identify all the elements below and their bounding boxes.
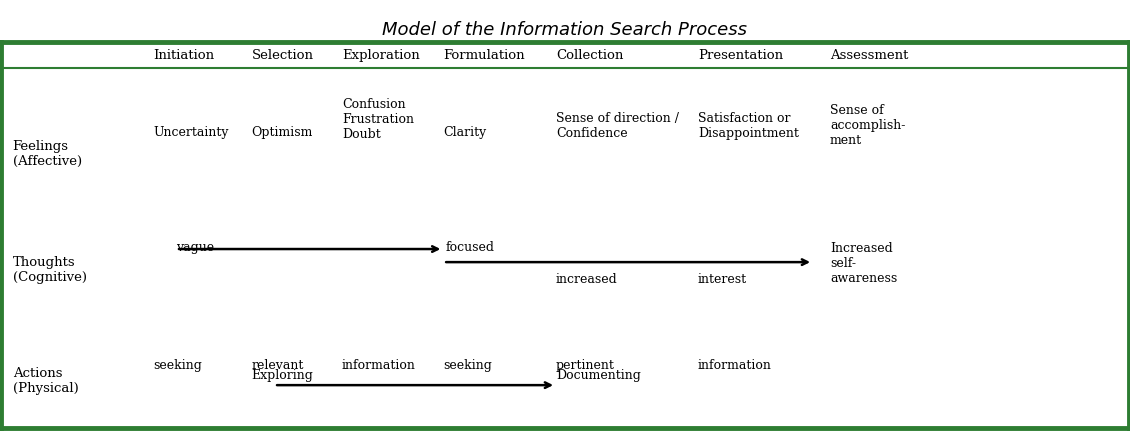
Text: Actions
(Physical): Actions (Physical) (12, 366, 78, 394)
Text: Presentation: Presentation (698, 49, 783, 62)
Text: seeking: seeking (154, 358, 202, 371)
Text: Uncertainty: Uncertainty (154, 125, 229, 138)
Text: information: information (341, 358, 416, 371)
Text: Collection: Collection (556, 49, 624, 62)
Text: Satisfaction or
Disappointment: Satisfaction or Disappointment (698, 111, 799, 139)
Text: Exploration: Exploration (341, 49, 419, 62)
Text: Feelings
(Affective): Feelings (Affective) (12, 140, 81, 168)
Text: Increased
self-
awareness: Increased self- awareness (829, 241, 897, 284)
Text: seeking: seeking (443, 358, 493, 371)
Text: Thoughts
(Cognitive): Thoughts (Cognitive) (12, 255, 87, 283)
Text: Sense of
accomplish-
ment: Sense of accomplish- ment (829, 104, 905, 147)
Text: relevant: relevant (252, 358, 304, 371)
Text: vague: vague (176, 241, 215, 254)
Text: Optimism: Optimism (252, 125, 313, 138)
Text: Model of the Information Search Process: Model of the Information Search Process (382, 21, 748, 39)
Text: pertinent: pertinent (556, 358, 615, 371)
Text: interest: interest (698, 272, 747, 286)
Text: Documenting: Documenting (556, 368, 641, 381)
Text: Selection: Selection (252, 49, 314, 62)
Text: Confusion
Frustration
Doubt: Confusion Frustration Doubt (341, 97, 414, 140)
Text: Clarity: Clarity (443, 125, 487, 138)
Text: increased: increased (556, 272, 618, 286)
Text: Assessment: Assessment (829, 49, 909, 62)
Text: Initiation: Initiation (154, 49, 215, 62)
Text: information: information (698, 358, 772, 371)
Text: Formulation: Formulation (443, 49, 524, 62)
Text: Sense of direction /
Confidence: Sense of direction / Confidence (556, 111, 679, 139)
Text: focused: focused (445, 241, 495, 254)
Text: Exploring: Exploring (252, 368, 313, 381)
